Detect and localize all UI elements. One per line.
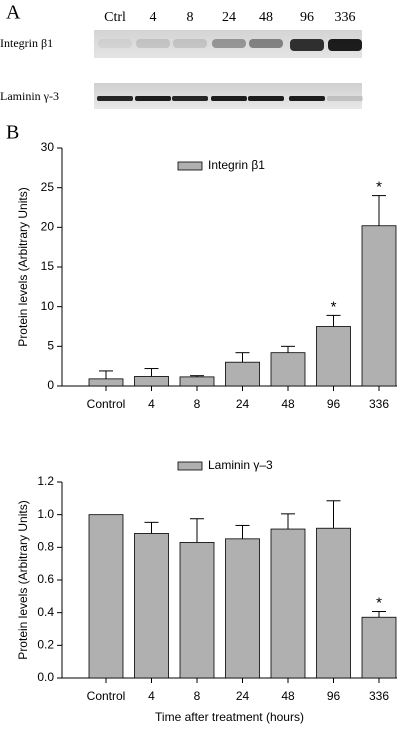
bar (316, 527, 351, 679)
significance-mark: * (376, 594, 382, 611)
blot-band (290, 39, 324, 51)
legend-label: Integrin β1 (208, 158, 265, 172)
y-tick-label: 0.8 (37, 540, 54, 554)
blot-band (135, 96, 171, 101)
error-bar (281, 513, 295, 530)
bar (270, 528, 306, 679)
error-bar (144, 521, 159, 534)
x-tick-label: 4 (148, 689, 155, 703)
x-tick-label: Control (87, 397, 126, 411)
bar (316, 326, 351, 387)
blot-band (327, 96, 363, 101)
x-tick-label: 96 (327, 689, 341, 703)
bar (225, 538, 260, 679)
significance-mark: * (331, 298, 337, 315)
blot-column-label: 336 (335, 10, 356, 25)
y-tick-label: 20 (41, 220, 55, 234)
blot-band (136, 39, 170, 48)
x-tick-label: 48 (281, 689, 295, 703)
blot-column-label: 96 (300, 10, 314, 25)
y-tick-label: 1.2 (37, 474, 54, 488)
blot-band (248, 96, 284, 101)
blot-row-label: Laminin γ-3 (0, 89, 59, 103)
x-tick-label: 336 (369, 689, 389, 703)
bar (179, 542, 215, 679)
blot-band (172, 96, 208, 101)
blot-band (249, 39, 283, 48)
legend-label: Laminin γ–3 (208, 458, 273, 472)
blot-band (211, 96, 247, 101)
legend-swatch (177, 161, 203, 171)
error-bar (326, 314, 341, 327)
x-tick-label: 48 (281, 397, 295, 411)
blot-column-label: 4 (150, 10, 157, 25)
bar (134, 376, 169, 387)
x-axis-label: Time after treatment (hours) (155, 710, 304, 724)
y-tick-label: 0.6 (37, 572, 54, 586)
bar (361, 225, 397, 387)
legend-swatch (177, 461, 203, 471)
error-bar (144, 368, 159, 377)
blot-band (212, 39, 246, 48)
bar (270, 352, 306, 387)
error-bar (190, 375, 204, 377)
bar (225, 361, 260, 387)
x-tick-label: 8 (194, 397, 201, 411)
error-bar (99, 370, 113, 379)
x-tick-label: 336 (369, 397, 389, 411)
y-tick-label: 30 (41, 140, 55, 154)
blot-band (98, 39, 132, 48)
blot-band (289, 96, 325, 101)
y-tick-label: 1.0 (37, 507, 54, 521)
error-bar (372, 611, 386, 618)
error-bar (281, 345, 295, 353)
blot-column-label: Ctrl (104, 10, 126, 25)
x-tick-label: 4 (148, 397, 155, 411)
y-tick-label: 25 (41, 180, 55, 194)
blot-band (328, 39, 362, 51)
bar (88, 514, 124, 679)
bar (134, 533, 169, 679)
panel-label: A (6, 2, 21, 24)
error-bar (326, 500, 341, 529)
bar (179, 376, 215, 387)
x-tick-label: 24 (236, 397, 250, 411)
significance-mark: * (376, 179, 382, 196)
blot-column-label: 24 (222, 10, 236, 25)
blot-band (173, 39, 207, 48)
blot-band (97, 96, 133, 101)
x-tick-label: 8 (194, 689, 201, 703)
bar (361, 616, 397, 679)
bar (88, 378, 124, 387)
error-bar (372, 195, 386, 226)
blot-row-label: Integrin β1 (0, 36, 53, 50)
error-bar (235, 352, 250, 363)
blot-column-label: 48 (259, 10, 273, 25)
y-tick-label: 0 (47, 378, 54, 392)
x-tick-label: 24 (236, 689, 250, 703)
blot-column-label: 8 (187, 10, 194, 25)
error-bar (235, 524, 250, 539)
y-axis-label: Protein levels (Arbitrary Units) (16, 500, 30, 659)
error-bar (190, 518, 204, 543)
y-tick-label: 0.4 (37, 605, 54, 619)
y-tick-label: 10 (41, 299, 55, 313)
y-tick-label: 0.2 (37, 638, 54, 652)
y-tick-label: 0.0 (37, 670, 54, 684)
y-tick-label: 5 (47, 339, 54, 353)
y-tick-label: 15 (41, 259, 55, 273)
y-axis-label: Protein levels (Arbitrary Units) (16, 187, 30, 346)
x-tick-label: Control (87, 689, 126, 703)
panel-label: B (6, 122, 19, 144)
x-tick-label: 96 (327, 397, 341, 411)
